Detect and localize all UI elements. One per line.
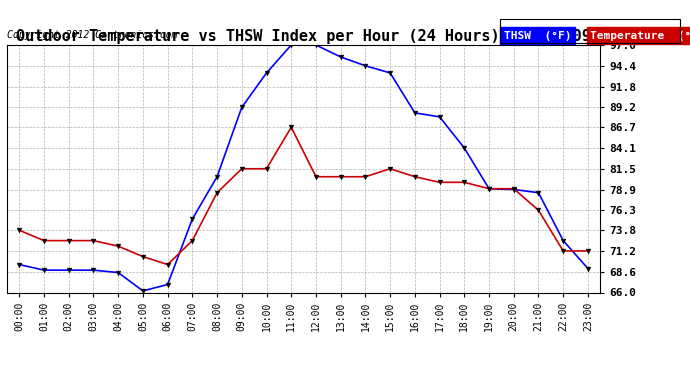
Title: Outdoor Temperature vs THSW Index per Hour (24 Hours)  20120709: Outdoor Temperature vs THSW Index per Ho…: [16, 29, 591, 44]
Text: THSW  (°F): THSW (°F): [504, 31, 571, 40]
Text: Temperature  (°F): Temperature (°F): [590, 31, 690, 40]
Text: Copyright 2012 Cartronics.com: Copyright 2012 Cartronics.com: [7, 30, 177, 40]
